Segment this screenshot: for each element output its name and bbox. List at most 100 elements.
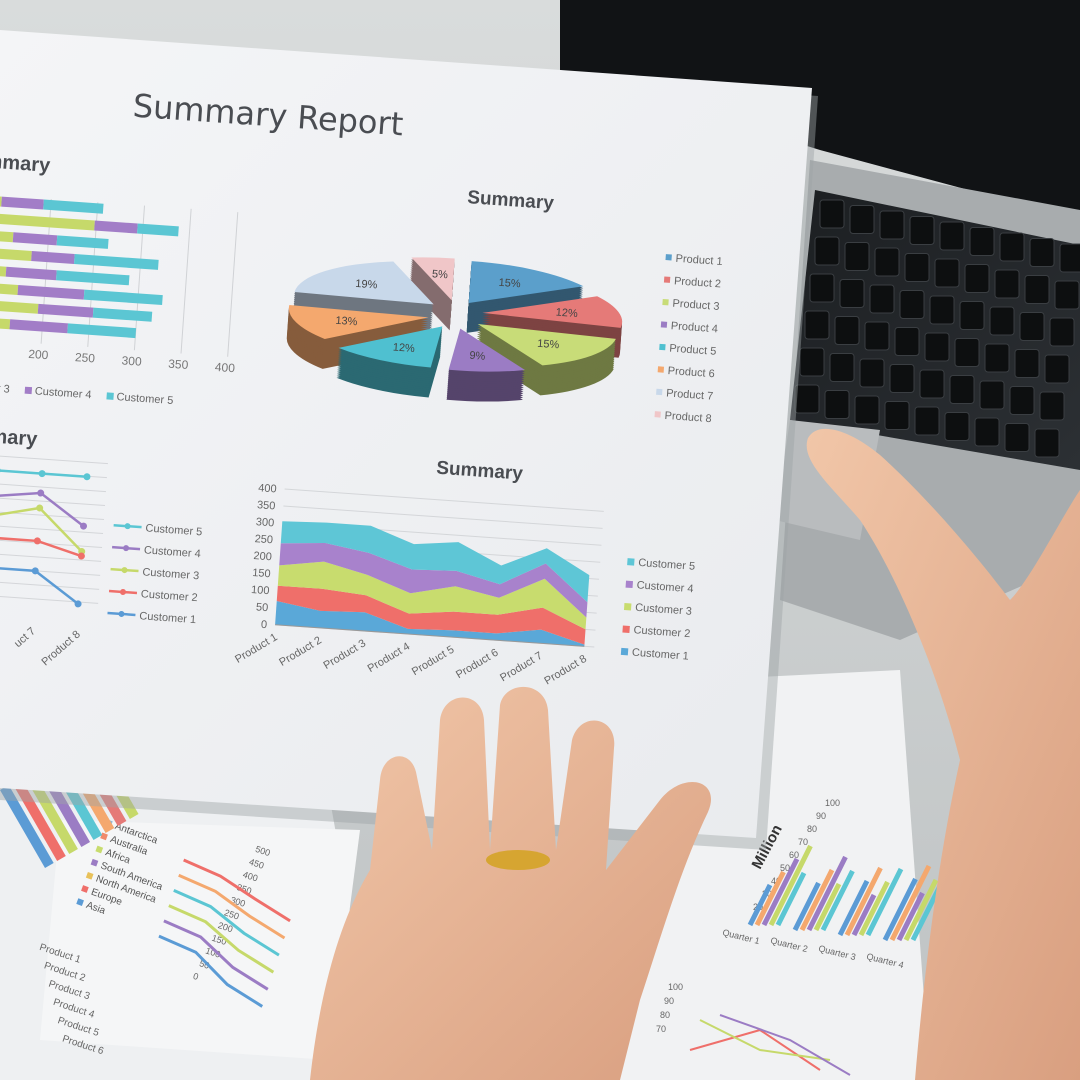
area-y-tick: 50 — [256, 601, 269, 614]
left-hand-shape — [310, 686, 712, 1080]
keyboard-key — [1049, 317, 1075, 347]
keyboard-key — [979, 380, 1005, 410]
line-grid-line — [0, 537, 103, 548]
pie-legend-swatch — [654, 411, 661, 418]
line-legend-label: Customer 4 — [144, 544, 202, 560]
bar-segment — [0, 297, 39, 314]
area-series — [279, 543, 588, 618]
keyboard-key — [924, 332, 950, 362]
bg-bar — [12, 778, 66, 861]
line-legend-marker — [121, 567, 128, 574]
line-marker — [74, 600, 82, 608]
bg-y-tick: 50 — [198, 958, 211, 971]
area-series — [276, 585, 586, 645]
pie-data-label: 12% — [555, 307, 578, 321]
bar-segment — [74, 254, 159, 270]
bg-bar — [0, 785, 54, 868]
line-legend-marker — [124, 523, 131, 530]
million-bar — [747, 883, 773, 927]
keyboard-key — [914, 406, 940, 436]
million-bar — [813, 882, 842, 932]
line-legend-label: Customer 5 — [145, 522, 203, 538]
lower-line — [699, 1019, 831, 1061]
bar-segment — [1, 196, 44, 210]
pie-data-label: 12% — [392, 341, 415, 355]
bar-segment — [9, 319, 69, 334]
area-grid-line — [284, 488, 604, 512]
area-y-tick: 100 — [251, 584, 270, 597]
legend-swatch — [85, 871, 94, 880]
keyboard-key — [894, 327, 920, 356]
million-bar — [820, 869, 855, 932]
bar-grid-line — [180, 208, 192, 354]
pie-data-label: 15% — [537, 338, 560, 352]
ring — [486, 850, 550, 870]
pie-legend-swatch — [660, 321, 668, 328]
pie-legend-label: Product 1 — [675, 253, 723, 268]
keyboard-key — [1014, 349, 1040, 378]
keyboard-key — [989, 306, 1015, 336]
bar-x-tick: 350 — [168, 357, 189, 372]
bar-segment — [67, 323, 137, 339]
pie-legend-swatch — [665, 254, 672, 261]
bar-segment — [43, 199, 104, 214]
line-marker — [83, 473, 91, 481]
keyboard-key — [1059, 243, 1080, 273]
pie-slice — [477, 323, 616, 366]
pie-slice — [468, 261, 584, 303]
million-bar — [865, 867, 904, 937]
line-grid-line — [0, 481, 107, 493]
million-bar — [775, 871, 807, 927]
pie-legend-swatch — [662, 298, 669, 306]
keyboard-key — [839, 279, 865, 308]
keyboard-key — [954, 338, 980, 367]
area-legend-label: Customer 4 — [636, 579, 694, 595]
line-grid-line — [0, 495, 106, 507]
bar-segment — [56, 270, 130, 286]
keyboard-key — [929, 295, 955, 325]
line-marker — [33, 537, 41, 545]
line-legend-label: Customer 1 — [139, 610, 197, 626]
legend-swatch — [95, 845, 104, 854]
area-grid-line — [283, 505, 603, 529]
line-grid-line — [0, 453, 108, 465]
pie-legend-swatch — [663, 276, 671, 283]
keyboard-key — [859, 358, 885, 388]
line-marker — [38, 470, 46, 478]
bar-legend-swatch — [106, 392, 114, 400]
pie-slice — [288, 305, 429, 339]
million-bar — [903, 878, 939, 942]
keyboard-key — [1044, 354, 1070, 384]
pie-legend-label: Product 4 — [670, 320, 718, 335]
million-y-tick: 50 — [780, 863, 790, 873]
area-series — [280, 521, 590, 603]
bar-segment — [92, 307, 153, 322]
area-x-axis — [275, 624, 585, 647]
bar-segment — [0, 281, 19, 295]
bar-grid-line — [227, 212, 239, 357]
keyboard-key — [799, 347, 825, 377]
bg-line-series — [168, 904, 275, 974]
keyboard-key — [974, 417, 1000, 447]
bar-segment — [94, 220, 138, 234]
keyboard-key — [854, 395, 880, 425]
keyboard-key — [994, 269, 1020, 299]
pie-data-label: 19% — [355, 278, 378, 292]
keyboard-key — [874, 247, 900, 277]
keyboard-key — [939, 221, 965, 251]
area-legend-swatch — [622, 625, 630, 633]
area-y-tick: 200 — [253, 550, 272, 563]
million-bar — [768, 844, 813, 927]
lower-line — [719, 1014, 851, 1076]
pie-legend-swatch — [656, 388, 663, 396]
area-legend-label: Customer 2 — [633, 624, 691, 640]
line-chart-title: mary — [0, 425, 39, 450]
keyboard-key — [999, 232, 1025, 262]
bg-line-series — [173, 889, 280, 957]
line-grid-line — [0, 551, 102, 562]
bar-segment — [37, 303, 94, 318]
area-y-tick: 300 — [255, 516, 274, 529]
bg-y-tick: 0 — [192, 971, 200, 982]
million-y-tick: 60 — [789, 850, 799, 860]
area-y-tick: 150 — [252, 567, 271, 580]
